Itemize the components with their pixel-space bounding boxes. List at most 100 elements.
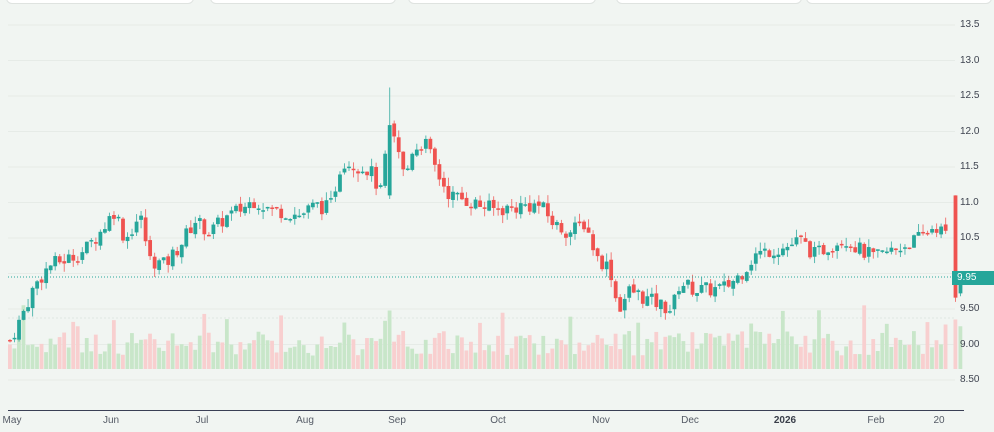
candle-up[interactable] (505, 205, 510, 214)
candle-up[interactable] (98, 231, 103, 246)
candle-down[interactable] (319, 201, 324, 215)
candle-up[interactable] (161, 257, 166, 261)
candle-down[interactable] (799, 235, 803, 237)
candle-up[interactable] (21, 310, 26, 320)
candle-down[interactable] (496, 208, 501, 210)
candle-down[interactable] (446, 185, 451, 200)
candle-up[interactable] (193, 222, 198, 235)
candle-up[interactable] (699, 284, 704, 293)
candle-down[interactable] (220, 218, 225, 227)
candle-up[interactable] (731, 280, 736, 289)
candle-down[interactable] (478, 200, 482, 207)
candle-up[interactable] (781, 248, 785, 256)
candle-up[interactable] (283, 218, 288, 220)
candle-up[interactable] (898, 250, 903, 253)
candle-down[interactable] (274, 206, 279, 209)
candle-down[interactable] (93, 242, 98, 244)
candle-up[interactable] (636, 290, 641, 293)
candle-up[interactable] (12, 337, 17, 340)
candle-down[interactable] (907, 247, 912, 250)
candle-down[interactable] (595, 248, 600, 257)
candle-up[interactable] (958, 277, 963, 294)
candle-up[interactable] (383, 153, 388, 186)
candle-up[interactable] (116, 216, 121, 219)
candle-down[interactable] (252, 202, 256, 209)
candle-down[interactable] (143, 217, 148, 242)
candle-up[interactable] (875, 249, 880, 251)
candle-down[interactable] (460, 192, 464, 200)
candle-down[interactable] (943, 224, 948, 231)
candle-up[interactable] (256, 208, 261, 210)
candle-up[interactable] (627, 286, 632, 298)
candle-down[interactable] (577, 221, 582, 224)
candle-down[interactable] (442, 177, 446, 187)
candle-down[interactable] (591, 234, 595, 251)
candle-down[interactable] (726, 280, 731, 287)
candle-up[interactable] (197, 218, 202, 222)
candle-down[interactable] (437, 164, 442, 180)
candle-down[interactable] (921, 231, 925, 234)
candle-up[interactable] (771, 255, 776, 259)
candle-down[interactable] (527, 203, 532, 212)
candle-up[interactable] (297, 215, 302, 218)
candle-down[interactable] (491, 199, 496, 208)
candle-up[interactable] (717, 284, 722, 286)
candle-down[interactable] (401, 151, 406, 170)
candle-up[interactable] (179, 244, 184, 258)
candle-down[interactable] (432, 148, 437, 165)
candle-down[interactable] (202, 219, 207, 235)
candle-up[interactable] (107, 216, 112, 231)
candle-down[interactable] (75, 261, 80, 263)
candle-down[interactable] (374, 166, 379, 189)
candle-up[interactable] (762, 248, 767, 251)
candle-down[interactable] (8, 339, 12, 342)
candle-down[interactable] (740, 276, 745, 280)
candle-down[interactable] (152, 256, 157, 269)
candle-up[interactable] (387, 125, 392, 196)
candle-up[interactable] (649, 293, 654, 297)
candle-down[interactable] (894, 248, 898, 251)
candle-down[interactable] (365, 171, 369, 176)
candle-down[interactable] (545, 203, 550, 217)
candle-down[interactable] (39, 279, 44, 283)
candle-up[interactable] (84, 241, 89, 254)
candle-up[interactable] (568, 232, 573, 237)
candle-down[interactable] (112, 214, 116, 219)
candle-up[interactable] (89, 240, 94, 242)
candle-down[interactable] (803, 238, 808, 242)
candle-down[interactable] (148, 240, 153, 257)
candle-down[interactable] (121, 218, 125, 241)
candle-down[interactable] (821, 245, 826, 255)
candle-up[interactable] (125, 236, 130, 242)
candle-up[interactable] (604, 261, 609, 270)
candle-down[interactable] (356, 171, 360, 174)
candle-up[interactable] (555, 221, 559, 226)
candle-up[interactable] (518, 203, 523, 215)
candle-down[interactable] (71, 254, 76, 261)
candle-down[interactable] (609, 259, 614, 281)
candle-down[interactable] (270, 207, 275, 209)
candle-up[interactable] (857, 242, 862, 254)
candle-down[interactable] (509, 206, 514, 208)
candle-up[interactable] (360, 171, 365, 174)
candle-down[interactable] (482, 207, 487, 209)
candle-up[interactable] (866, 247, 871, 257)
candle-up[interactable] (704, 282, 708, 286)
candle-up[interactable] (333, 191, 338, 197)
candle-down[interactable] (862, 243, 867, 258)
candle-up[interactable] (338, 174, 342, 192)
candle-up[interactable] (912, 235, 916, 248)
candle-up[interactable] (315, 202, 320, 204)
candle-up[interactable] (532, 203, 537, 213)
candle-up[interactable] (645, 296, 650, 306)
candle-up[interactable] (103, 229, 107, 233)
candle-up[interactable] (753, 253, 758, 264)
candle-up[interactable] (573, 222, 577, 235)
candle-up[interactable] (234, 205, 238, 212)
candle-down[interactable] (600, 255, 605, 270)
candle-down[interactable] (871, 248, 876, 253)
candle-down[interactable] (953, 195, 958, 298)
candle-down[interactable] (279, 208, 284, 219)
candle-down[interactable] (464, 197, 469, 206)
